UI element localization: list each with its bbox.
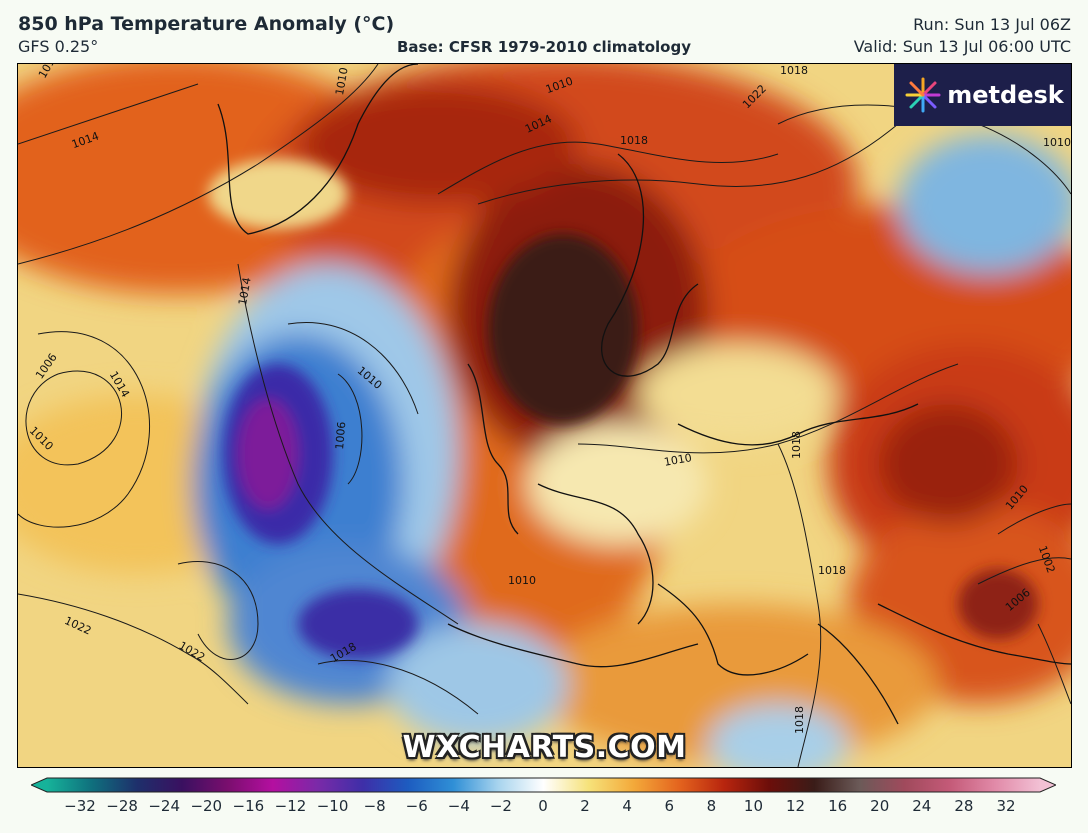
colorbar-tick-label: 10 bbox=[743, 797, 763, 815]
colorbar-tick-label: 24 bbox=[912, 797, 932, 815]
chart-header: 850 hPa Temperature Anomaly (°C) GFS 0.2… bbox=[0, 0, 1088, 62]
colorbar-tick-label: 16 bbox=[828, 797, 848, 815]
isobar-label: 1018 bbox=[818, 564, 846, 577]
wxcharts-watermark: WXCHARTS.COM bbox=[402, 730, 687, 765]
colorbar-tick-label: −28 bbox=[106, 797, 138, 815]
isobar-label: 1018 bbox=[790, 431, 803, 459]
anomaly-colorbar bbox=[31, 777, 1056, 793]
colorbar-tick-label: −4 bbox=[447, 797, 470, 815]
isobar-label: 1010 bbox=[508, 574, 536, 587]
colorbar-tick-label: −32 bbox=[64, 797, 96, 815]
model-label: GFS 0.25° bbox=[18, 37, 99, 56]
colorbar-min-arrow bbox=[31, 778, 47, 792]
run-time-label: Run: Sun 13 Jul 06Z bbox=[913, 15, 1071, 34]
colorbar-tick-label: −16 bbox=[232, 797, 265, 815]
colorbar-tick-label: 12 bbox=[785, 797, 806, 815]
isobar-label: 1018 bbox=[620, 134, 648, 147]
colorbar-tick-label: −6 bbox=[405, 797, 428, 815]
chart-title: 850 hPa Temperature Anomaly (°C) bbox=[18, 13, 395, 35]
metdesk-burst-icon bbox=[905, 77, 941, 113]
colorbar-tick-label: −8 bbox=[363, 797, 386, 815]
colorbar-tick-label: 28 bbox=[954, 797, 974, 815]
colorbar-tick-label: 0 bbox=[538, 797, 548, 815]
isobar-label: 1006 bbox=[333, 421, 349, 451]
colorbar-tick-label: 2 bbox=[580, 797, 590, 815]
isobar-label: 1018 bbox=[780, 64, 808, 77]
colorbar-tick-label: 20 bbox=[870, 797, 890, 815]
anomaly-map: 1010 1014 1010 1014 1018 1018 1022 1010 1014 1010… bbox=[17, 63, 1072, 768]
colorbar-tick-label: 8 bbox=[706, 797, 717, 815]
valid-time-label: Valid: Sun 13 Jul 06:00 UTC bbox=[853, 37, 1071, 56]
colorbar-tick-label: 6 bbox=[664, 797, 675, 815]
climatology-base-label: Base: CFSR 1979-2010 climatology bbox=[396, 38, 692, 56]
colorbar-max-arrow bbox=[1040, 778, 1056, 792]
colorbar-tick-label: −12 bbox=[274, 797, 307, 815]
metdesk-logo: metdesk bbox=[894, 64, 1071, 126]
temperature-anomaly-field bbox=[18, 64, 1071, 767]
colorbar-tick-label: −24 bbox=[148, 797, 180, 815]
colorbar-tick-label: 32 bbox=[996, 797, 1016, 815]
metdesk-logo-text: metdesk bbox=[947, 81, 1064, 109]
colorbar-tick-label: −10 bbox=[316, 797, 349, 815]
isobar-label: 1010 bbox=[1043, 136, 1071, 149]
colorbar-tick-label: −20 bbox=[190, 797, 223, 815]
colorbar-tick-label: 4 bbox=[622, 797, 632, 815]
colorbar-gradient bbox=[47, 778, 1040, 792]
colorbar-tick-labels: −32 −28 −24 −20 −16 −12 −10 −8 −6 −4 −2 0 2 4 6 8 10 12 16… bbox=[0, 797, 1088, 821]
colorbar-tick-label: −2 bbox=[489, 797, 512, 815]
